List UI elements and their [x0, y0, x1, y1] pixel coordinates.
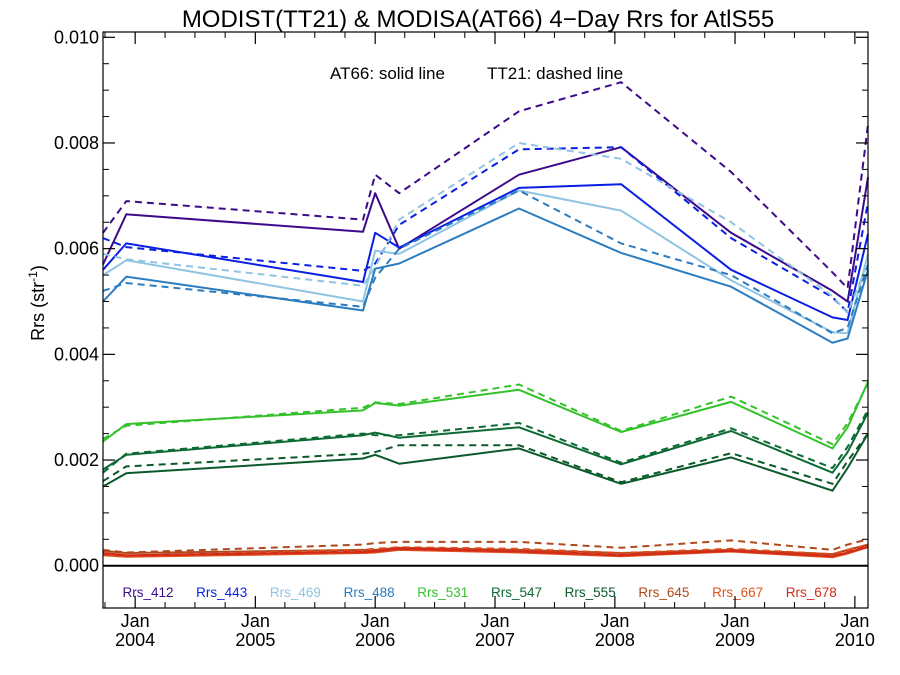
- x-tick-label-year: 2005: [235, 630, 275, 650]
- plot-frame: [102, 31, 869, 609]
- x-tick-label-month: Jan: [361, 611, 390, 631]
- chart-title: MODIST(TT21) & MODISA(AT66) 4−Day Rrs fo…: [182, 6, 774, 33]
- x-tick-label-month: Jan: [840, 611, 869, 631]
- x-tick-label-year: 2008: [595, 630, 635, 650]
- y-tick-label: 0.008: [54, 133, 99, 153]
- y-tick-label: 0.002: [54, 450, 99, 470]
- y-axis-label-text: Rrs (str: [28, 282, 48, 341]
- series-line-rrs-469-solid: [102, 189, 869, 335]
- x-tick-label-month: Jan: [600, 611, 629, 631]
- x-tick-label-year: 2006: [355, 630, 395, 650]
- x-tick-label-month: Jan: [121, 611, 150, 631]
- y-tick-label: 0.006: [54, 239, 99, 259]
- x-tick-label-year: 2004: [115, 630, 155, 650]
- legend: Rrs_412 Rrs_443 Rrs_469 Rrs_488 Rrs_531 Rrs_5…: [122, 585, 836, 600]
- series-line-rrs-443-solid: [102, 183, 869, 321]
- legend-item-rrs-412: Rrs_412: [122, 585, 173, 600]
- x-tick-label-year: 2010: [835, 630, 875, 650]
- legend-item-rrs-678: Rrs_678: [786, 585, 837, 600]
- legend-item-rrs-443: Rrs_443: [196, 585, 247, 600]
- series-line-rrs-469-dashed: [102, 142, 869, 315]
- y-tick-label: 0.010: [54, 27, 99, 47]
- y-tick-label: 0.004: [54, 344, 99, 364]
- legend-item-rrs-555: Rrs_555: [565, 585, 616, 600]
- series-line-rrs-531-dashed: [102, 382, 869, 446]
- legend-item-rrs-667: Rrs_667: [712, 585, 763, 600]
- x-tick-label-year: 2007: [475, 630, 515, 650]
- plot-area: [102, 81, 869, 567]
- y-axis-label-superscript: -1: [26, 271, 40, 282]
- series-line-rrs-412-solid: [102, 146, 869, 303]
- legend-item-rrs-645: Rrs_645: [638, 585, 689, 600]
- series-line-rrs-443-dashed: [102, 146, 869, 314]
- series-line-rrs-531-solid: [102, 381, 869, 450]
- x-tick-label-month: Jan: [241, 611, 270, 631]
- x-tick-label-month: Jan: [721, 611, 750, 631]
- legend-item-rrs-547: Rrs_547: [491, 585, 542, 600]
- legend-item-rrs-469: Rrs_469: [270, 585, 321, 600]
- series-line-rrs-555-solid: [102, 433, 869, 492]
- y-axis-label-close: ): [28, 265, 48, 271]
- axes: 0.0000.0020.0040.0060.0080.010Jan2004Jan…: [54, 27, 875, 650]
- series-line-rrs-412-dashed: [102, 81, 869, 290]
- y-tick-label: 0.000: [54, 556, 99, 576]
- legend-item-rrs-531: Rrs_531: [417, 585, 468, 600]
- series-line-rrs-555-dashed: [102, 433, 869, 485]
- series-line-rrs-667-dashed: [102, 543, 869, 557]
- series-line-rrs-547-dashed: [102, 409, 869, 474]
- legend-item-rrs-488: Rrs_488: [344, 585, 395, 600]
- x-tick-label-month: Jan: [481, 611, 510, 631]
- series-line-rrs-678-dashed: [102, 545, 869, 557]
- annotation-dashed-line: TT21: dashed line: [487, 64, 623, 83]
- series-line-rrs-547-solid: [102, 412, 869, 474]
- annotation-solid-line: AT66: solid line: [330, 64, 445, 83]
- y-axis-label: Rrs (str-1): [26, 265, 48, 341]
- x-tick-label-year: 2009: [715, 630, 755, 650]
- series-line-rrs-488-dashed: [102, 189, 869, 335]
- series-line-rrs-645-dashed: [102, 538, 869, 554]
